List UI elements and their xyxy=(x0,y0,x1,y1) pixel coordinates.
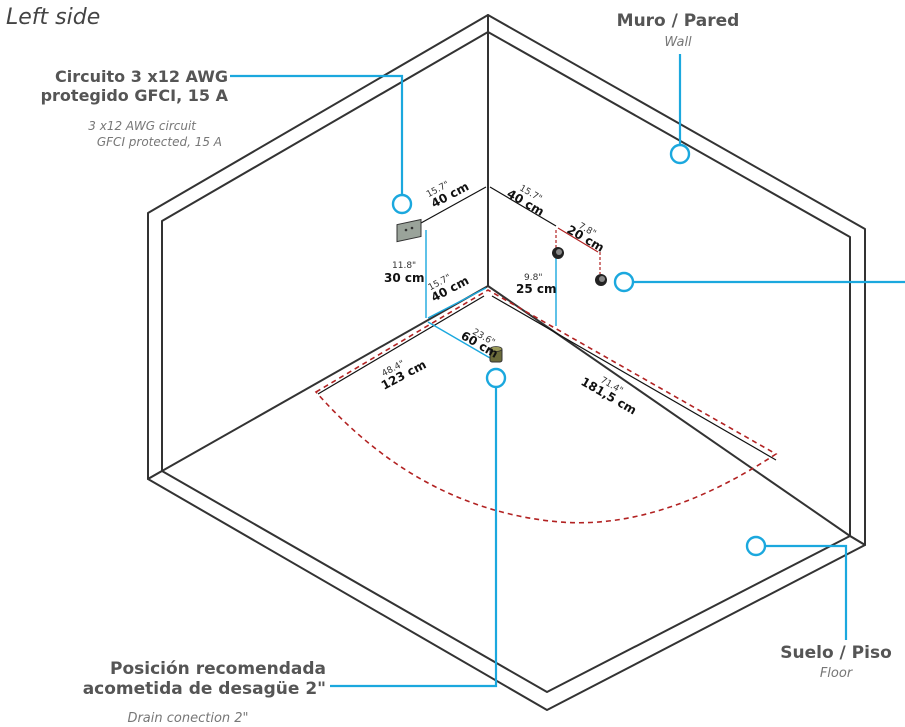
circuit-label-line2: protegido GFCI, 15 A xyxy=(41,86,229,105)
dim-line-length-back xyxy=(491,295,777,461)
circuit-sublabel-line2: GFCI protected, 15 A xyxy=(97,135,222,149)
drain-pipe xyxy=(489,346,503,363)
dim-valves-spacing: 7.8" 20 cm xyxy=(565,221,607,255)
svg-text:40 cm: 40 cm xyxy=(429,179,471,210)
water-valve-right xyxy=(595,274,607,286)
floor-sublabel: Floor xyxy=(820,666,854,681)
svg-text:11.8": 11.8" xyxy=(392,261,416,271)
dim-line-valves-back-wall xyxy=(489,186,557,227)
dim-width-left: 48.4" 123 cm xyxy=(379,357,429,392)
valve-spacing-lines xyxy=(555,227,601,274)
marker-circuit xyxy=(391,193,413,215)
marker-wall xyxy=(669,143,691,165)
blue-measure-lines xyxy=(425,230,557,359)
dim-valves-back-wall: 15.7" 40 cm xyxy=(505,184,547,219)
svg-text:25 cm: 25 cm xyxy=(516,282,557,296)
svg-text:30 cm: 30 cm xyxy=(384,271,425,285)
marker-valves xyxy=(613,271,635,293)
page-title: Left side xyxy=(6,5,100,30)
left-floor-edge xyxy=(161,285,489,472)
wall-label: Muro / Pared xyxy=(617,11,740,31)
callout-line-circuit xyxy=(230,74,404,196)
dim-drain-back-wall: 23.6" 60 cm xyxy=(459,327,501,361)
gfci-outlet xyxy=(396,218,422,243)
marker-floor xyxy=(745,535,767,557)
dim-length-back: 71.4" 181,5 cm xyxy=(579,374,639,417)
back-wall xyxy=(487,14,866,546)
svg-text:9.8": 9.8" xyxy=(524,273,542,283)
wall-sublabel: Wall xyxy=(664,35,692,50)
circuit-sublabel-line1: 3 x12 AWG circuit xyxy=(88,119,197,133)
floor-label: Suelo / Piso xyxy=(780,643,892,663)
dim-line-outlet-left-wall xyxy=(420,186,487,224)
dim-valves-height: 9.8" 25 cm xyxy=(516,273,557,296)
dim-line-drain-left-wall xyxy=(427,287,487,319)
marker-drain xyxy=(485,367,507,389)
callout-line-floor xyxy=(766,544,848,640)
dim-line-valves-spacing xyxy=(557,227,599,253)
dimension-lines xyxy=(317,186,777,461)
dim-line-width-left xyxy=(317,295,485,395)
drain-label-line1: Posición recomendada xyxy=(110,659,326,679)
dim-outlet-height: 11.8" 30 cm xyxy=(384,261,425,285)
callout-lines xyxy=(230,54,905,688)
circuit-label-line1: Circuito 3 x12 AWG xyxy=(55,67,228,86)
dim-line-drain-back-wall xyxy=(427,321,491,359)
drain-label-line2: acometida de desagüe 2" xyxy=(83,679,326,699)
room-outline xyxy=(147,14,866,711)
callout-line-drain xyxy=(330,386,498,688)
drain-sublabel: Drain conection 2" xyxy=(127,711,248,726)
water-valve-left xyxy=(552,247,564,259)
dim-outlet-left-wall: 15.7" 40 cm xyxy=(425,179,471,210)
back-floor-edge xyxy=(487,285,851,537)
callout-markers xyxy=(391,143,767,557)
